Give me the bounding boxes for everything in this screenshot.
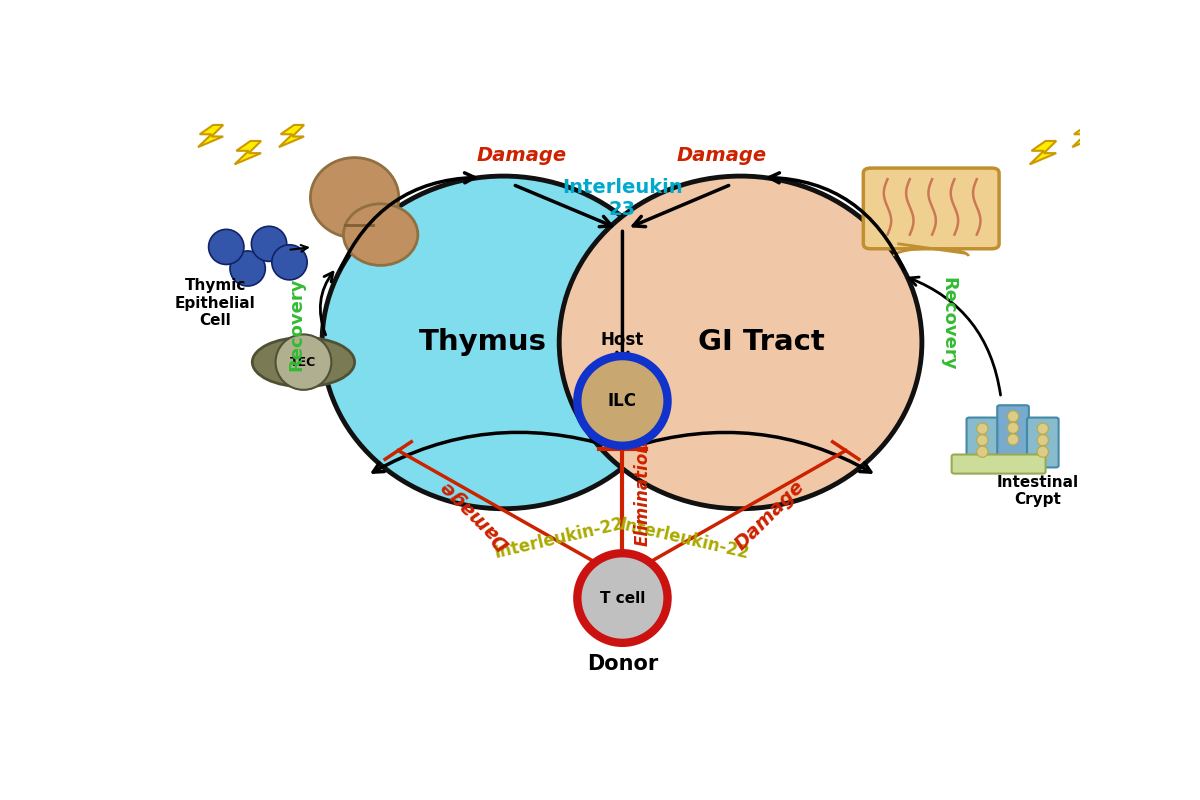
FancyBboxPatch shape	[1027, 418, 1058, 467]
Ellipse shape	[209, 230, 244, 265]
Ellipse shape	[977, 423, 988, 434]
Text: GI Tract: GI Tract	[697, 328, 824, 357]
FancyBboxPatch shape	[863, 168, 1000, 249]
Text: Damage: Damage	[677, 146, 767, 165]
Polygon shape	[234, 141, 262, 164]
Text: Recovery: Recovery	[938, 277, 956, 370]
Ellipse shape	[251, 226, 287, 262]
Ellipse shape	[1037, 446, 1049, 458]
Text: ILC: ILC	[608, 392, 637, 410]
Ellipse shape	[322, 176, 685, 509]
Polygon shape	[198, 125, 223, 147]
Polygon shape	[278, 125, 304, 147]
Ellipse shape	[311, 158, 398, 238]
FancyBboxPatch shape	[997, 406, 1028, 455]
Text: Elimination: Elimination	[634, 440, 652, 546]
Ellipse shape	[1037, 434, 1049, 446]
Ellipse shape	[1008, 422, 1019, 434]
Ellipse shape	[977, 446, 988, 458]
Text: Interleukin-22: Interleukin-22	[492, 515, 626, 562]
Text: Intestinal
Crypt: Intestinal Crypt	[997, 475, 1079, 507]
Text: Thymic
Epithelial
Cell: Thymic Epithelial Cell	[175, 278, 256, 328]
Text: Donor: Donor	[587, 654, 658, 674]
Text: Interleukin-22: Interleukin-22	[618, 515, 751, 562]
Ellipse shape	[343, 204, 418, 266]
Polygon shape	[1030, 141, 1056, 164]
Ellipse shape	[574, 549, 672, 647]
FancyBboxPatch shape	[966, 418, 998, 467]
Ellipse shape	[1008, 434, 1019, 445]
Ellipse shape	[582, 558, 664, 638]
Ellipse shape	[1008, 410, 1019, 422]
Ellipse shape	[272, 245, 307, 280]
Ellipse shape	[977, 434, 988, 446]
Text: Damage: Damage	[731, 477, 808, 554]
Text: Damage: Damage	[476, 146, 568, 165]
Text: Thymus: Thymus	[419, 328, 547, 357]
Ellipse shape	[230, 251, 265, 286]
Text: Recovery: Recovery	[287, 277, 305, 370]
Ellipse shape	[574, 352, 672, 450]
Text: Damage: Damage	[437, 477, 514, 554]
Ellipse shape	[582, 360, 664, 442]
Ellipse shape	[559, 176, 922, 509]
Text: TEC: TEC	[290, 356, 317, 369]
Text: Host: Host	[601, 331, 644, 349]
FancyBboxPatch shape	[952, 454, 1045, 474]
Ellipse shape	[1037, 423, 1049, 434]
Ellipse shape	[276, 334, 331, 390]
Ellipse shape	[252, 338, 355, 386]
Text: Interleukin
23: Interleukin 23	[562, 178, 683, 219]
Polygon shape	[1073, 125, 1097, 147]
Text: T cell: T cell	[600, 590, 646, 606]
